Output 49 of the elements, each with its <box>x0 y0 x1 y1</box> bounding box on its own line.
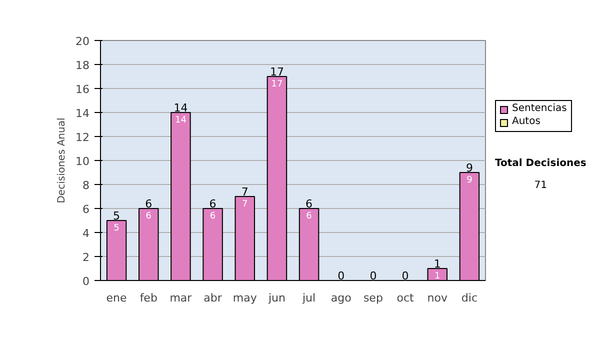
x-tick-label: jul <box>302 292 316 304</box>
x-tick-label: jun <box>267 292 286 304</box>
total-label: 1 <box>434 258 441 270</box>
y-tick-label: 10 <box>76 155 90 168</box>
x-tick-label: nov <box>427 292 448 304</box>
y-tick-label: 6 <box>82 203 90 216</box>
total-label: 0 <box>402 270 409 282</box>
data-label: 7 <box>242 200 248 210</box>
x-tick-label: sep <box>363 292 383 304</box>
data-label: 6 <box>210 212 216 222</box>
data-label: 14 <box>174 116 187 126</box>
y-tick-label: 14 <box>76 107 90 120</box>
total-label: 14 <box>174 102 188 114</box>
x-tick-label: ago <box>330 292 352 304</box>
text: 71 <box>533 179 548 194</box>
y-tick-label: 0 <box>82 275 90 288</box>
x-tick-label: dic <box>461 292 478 304</box>
data-label: 1 <box>434 272 440 282</box>
data-label: 6 <box>146 212 152 222</box>
x-tick-label: oct <box>396 292 415 304</box>
total-label: 6 <box>145 198 152 210</box>
x-tick-label: feb <box>140 292 158 304</box>
y-tick-label: 20 <box>76 35 90 48</box>
y-tick-label: 18 <box>76 59 90 72</box>
y-axis-title: Decisiones Anual <box>56 118 68 204</box>
x-tick-label: ene <box>106 292 128 304</box>
data-label: 9 <box>466 176 473 186</box>
x-tick-label: may <box>232 292 258 304</box>
data-label: 6 <box>306 212 312 222</box>
total-label: 6 <box>306 198 313 210</box>
total-label: 17 <box>270 66 284 78</box>
total-label: 0 <box>370 270 377 282</box>
y-tick-label: 4 <box>82 227 90 240</box>
total-label: 0 <box>338 270 345 282</box>
total-label: 9 <box>466 162 473 174</box>
total-label: 6 <box>209 198 216 210</box>
legend-label: Autos <box>512 115 540 130</box>
data-label: 17 <box>271 80 283 90</box>
y-tick-label: 16 <box>76 83 90 96</box>
text: Total Decisiones <box>495 157 586 171</box>
y-tick-label: 12 <box>76 131 90 144</box>
total-label: 7 <box>241 186 248 198</box>
y-tick-label: 2 <box>82 251 90 264</box>
y-tick-label: 8 <box>82 179 90 192</box>
x-tick-label: mar <box>170 292 192 304</box>
total-label: 5 <box>113 210 120 222</box>
legend-label: Sentencias <box>512 102 567 116</box>
data-label: 5 <box>114 224 120 234</box>
x-tick-label: abr <box>204 292 222 304</box>
